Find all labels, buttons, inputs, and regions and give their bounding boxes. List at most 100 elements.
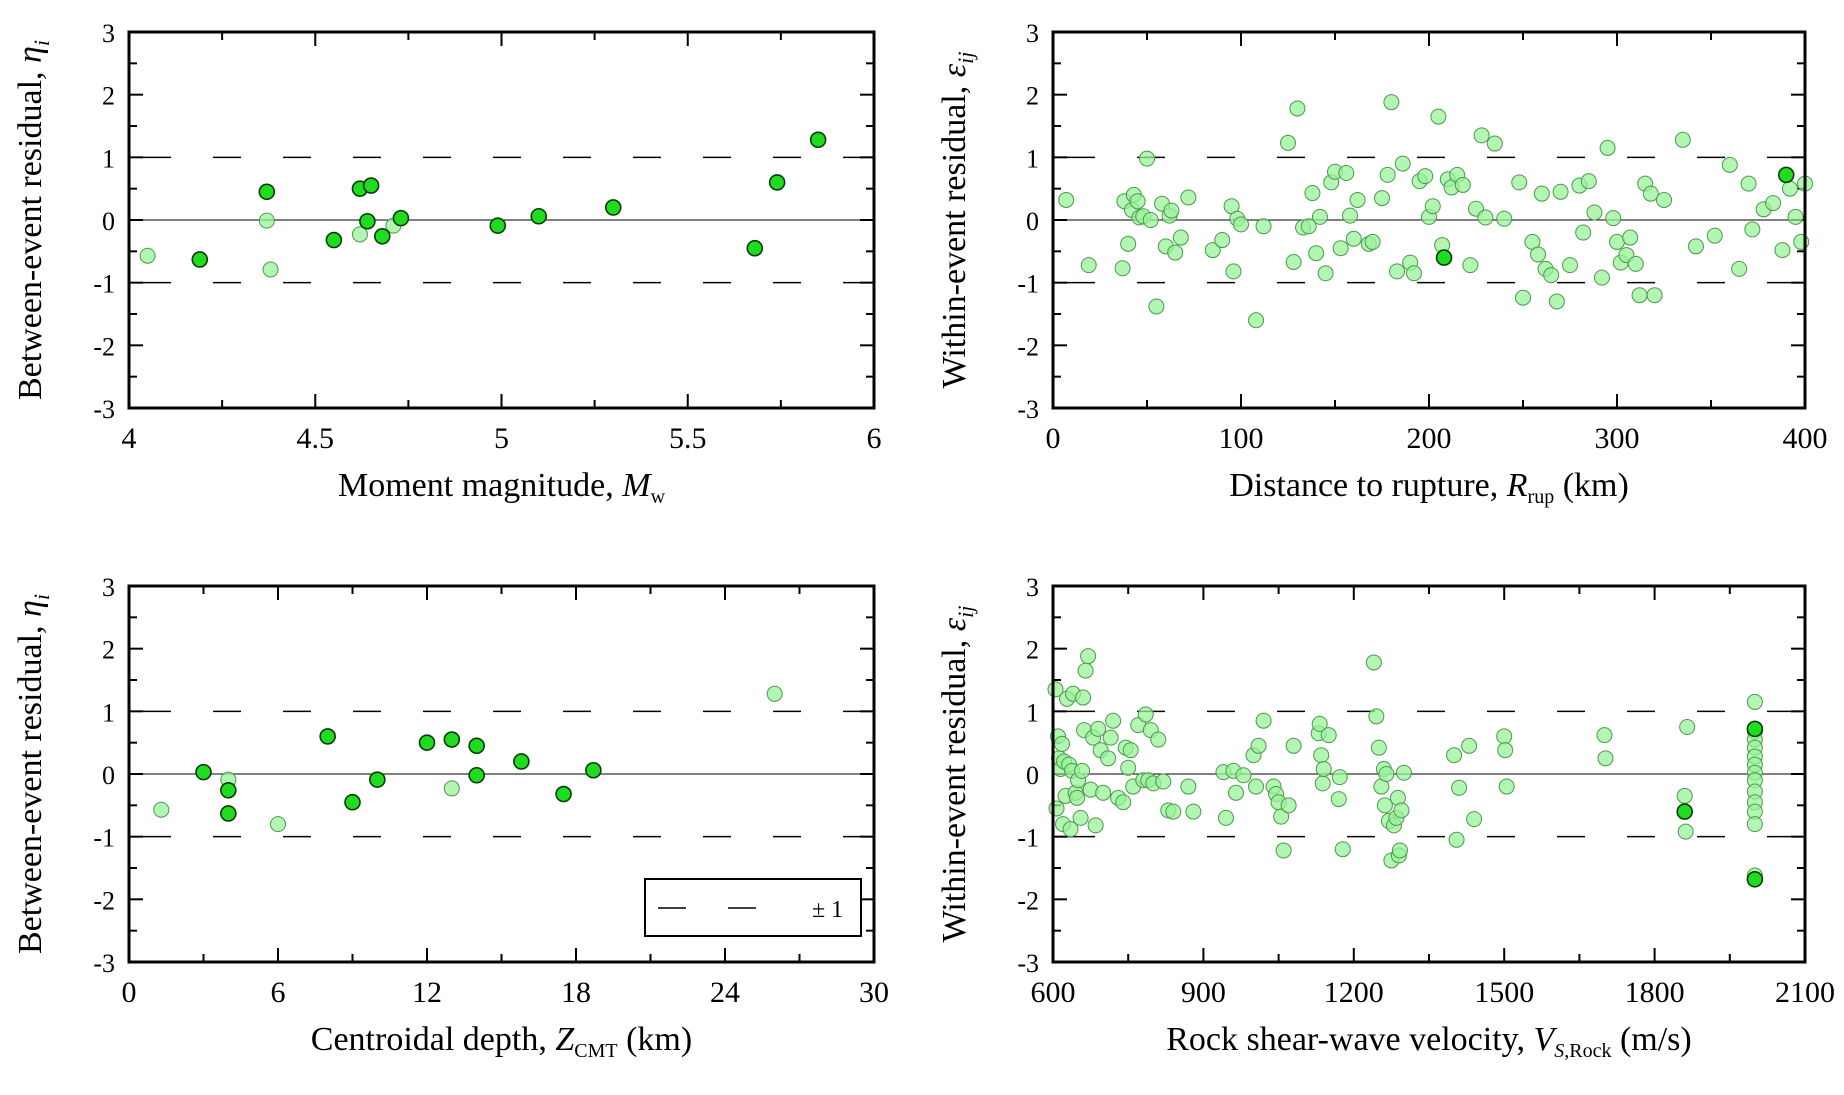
data-point-light: [1137, 706, 1154, 723]
data-point-light: [1311, 208, 1328, 225]
data-point-light: [1255, 712, 1272, 729]
x-tick-label: 100: [1219, 422, 1264, 455]
data-point-light: [262, 261, 279, 278]
data-point-dark: [191, 251, 209, 268]
x-tick-label: 24: [710, 976, 740, 1009]
data-point-dark: [1746, 870, 1764, 888]
data-point-light: [1466, 811, 1483, 828]
y-tick-label: -3: [93, 395, 115, 424]
y-tick-label: -3: [1017, 395, 1039, 424]
data-point-light: [1774, 242, 1791, 259]
x-axis-label: Centroidal depth, ZCMT (km): [311, 1021, 692, 1062]
data-point-dark: [443, 731, 461, 748]
data-point-light: [1497, 742, 1514, 759]
data-point-dark: [513, 753, 530, 770]
data-point-light: [1462, 257, 1479, 274]
y-tick-label: 0: [102, 761, 115, 790]
data-point-light: [1320, 727, 1337, 744]
data-point-light: [1074, 762, 1091, 779]
y-tick-label: -1: [1017, 270, 1039, 299]
data-point-light: [1054, 735, 1071, 752]
data-point-light: [1679, 719, 1696, 735]
y-tick-label: -2: [1017, 886, 1039, 915]
data-point-light: [1338, 165, 1355, 181]
data-point-light: [1646, 287, 1663, 304]
data-point-light: [1148, 298, 1165, 315]
y-tick-label: 3: [102, 19, 115, 48]
x-tick-label: 12: [412, 976, 442, 1009]
data-point-light: [1656, 191, 1672, 208]
data-point-light: [1405, 265, 1422, 282]
data-point-light: [1446, 747, 1463, 764]
data-point-light: [1597, 750, 1614, 767]
data-point-light: [351, 226, 368, 243]
data-point-light: [1304, 185, 1321, 202]
data-point-light: [1120, 235, 1137, 252]
y-tick-label: 1: [1026, 144, 1039, 173]
data-point-light: [1250, 737, 1267, 754]
data-point-light: [1069, 789, 1086, 806]
data-point-light: [1781, 180, 1798, 197]
data-point-light: [1122, 742, 1139, 759]
y-tick-label: 3: [1026, 573, 1039, 602]
data-point-light: [1163, 202, 1180, 219]
data-point-light: [1430, 108, 1447, 125]
data-point-light: [1448, 831, 1465, 848]
data-point-light: [1605, 210, 1622, 227]
data-point-light: [1285, 253, 1302, 270]
data-point-light: [1627, 255, 1644, 272]
data-point-light: [1393, 802, 1410, 819]
data-point-light: [1248, 312, 1265, 329]
data-point-light: [1185, 803, 1202, 820]
data-point-light: [1342, 207, 1359, 224]
data-point-light: [1233, 216, 1249, 233]
y-tick-label: -2: [93, 886, 115, 915]
y-tick-label: -2: [1017, 332, 1039, 361]
y-tick-label: 2: [102, 636, 115, 665]
data-point-light: [1379, 166, 1396, 183]
data-point-dark: [768, 174, 786, 191]
data-point-light: [1746, 693, 1763, 710]
data-point-light: [1394, 155, 1411, 172]
plot-frame: [127, 584, 876, 964]
y-tick-label: 2: [102, 82, 115, 111]
data-point-light: [1102, 729, 1119, 746]
data-point-light: [1204, 242, 1221, 259]
data-point-light: [1217, 809, 1234, 826]
data-point-light: [1077, 662, 1094, 679]
data-point-light: [1311, 715, 1328, 732]
data-point-dark: [418, 734, 436, 751]
data-point-dark: [319, 728, 336, 745]
data-point-dark: [325, 231, 343, 249]
plot-frame: [1051, 30, 1807, 410]
data-point-light: [1235, 767, 1252, 784]
y-tick-label: 2: [1026, 82, 1039, 111]
x-tick-label: 1200: [1324, 976, 1384, 1009]
data-point-light: [1072, 809, 1089, 826]
data-point-light: [1225, 263, 1242, 280]
data-point-light: [1273, 808, 1290, 825]
data-point-light: [1496, 728, 1513, 745]
data-point-light: [1048, 800, 1065, 817]
data-point-light: [1575, 224, 1592, 241]
data-point-light: [1374, 190, 1390, 207]
data-point-dark: [555, 785, 572, 803]
x-axis-label: Moment magnitude, Mw: [338, 467, 666, 508]
data-point-light: [1120, 759, 1137, 776]
data-point-light: [1330, 791, 1347, 808]
data-point-light: [1289, 100, 1306, 117]
data-point-dark: [585, 761, 602, 779]
x-tick-label: 1500: [1474, 976, 1534, 1009]
data-point-dark: [530, 207, 548, 225]
data-point-light: [1075, 689, 1092, 706]
y-axis-label: Between-event residual, ηi: [12, 40, 54, 400]
data-point-light: [1596, 727, 1613, 744]
data-point-light: [1334, 841, 1351, 858]
data-point-light: [1345, 230, 1362, 247]
data-point-light: [1255, 218, 1272, 235]
x-tick-label: 6: [867, 422, 882, 455]
data-point-light: [1530, 246, 1547, 263]
data-point-light: [1586, 204, 1603, 221]
